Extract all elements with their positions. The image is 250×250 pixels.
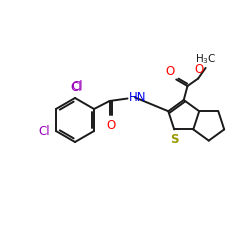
Text: HN: HN xyxy=(129,91,146,104)
Text: Cl: Cl xyxy=(39,125,50,138)
Text: H$_3$C: H$_3$C xyxy=(195,52,217,66)
Text: Cl: Cl xyxy=(71,80,83,94)
Text: Cl: Cl xyxy=(70,81,82,94)
Text: O: O xyxy=(194,63,203,76)
Text: S: S xyxy=(170,133,179,146)
Text: O: O xyxy=(165,65,174,78)
Text: O: O xyxy=(106,119,115,132)
